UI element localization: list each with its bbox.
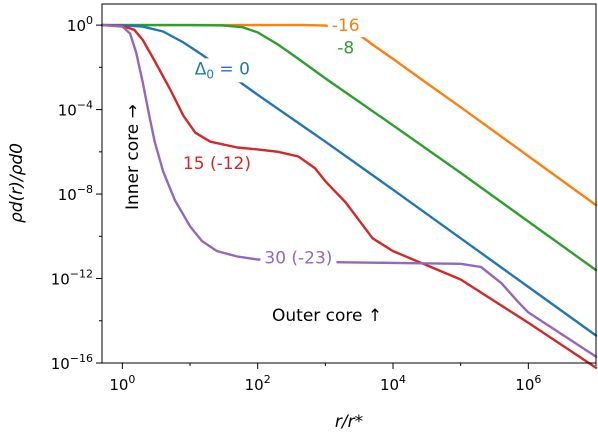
- y-tick-label: 100: [67, 14, 93, 35]
- plot-frame: [101, 3, 597, 364]
- x-tick-label: 106: [515, 373, 541, 394]
- series-line-2: [100, 23, 598, 337]
- series-label-bg-4: [260, 247, 337, 270]
- series-label-2: Δ0 = 0: [195, 59, 250, 81]
- x-tick-label: 100: [109, 373, 135, 394]
- series-label-1: -8: [337, 39, 354, 59]
- y-tick-label: 10−4: [58, 99, 93, 120]
- series-label-bg-1: [333, 37, 359, 60]
- y-tick-label: 10−16: [51, 352, 93, 373]
- series-line-3: [100, 23, 598, 369]
- series-line-1: [100, 23, 598, 272]
- series-label-4: 30 (-23): [264, 248, 332, 268]
- inner-core-annotation: Inner core →: [123, 104, 143, 210]
- y-tick-label: 10−12: [51, 268, 93, 289]
- series-label-bg-0: [327, 15, 364, 38]
- series-label-3: 15 (-12): [183, 154, 251, 174]
- x-axis-label: r/r*: [335, 412, 363, 432]
- y-axis-label: ρd(r)/ρd0: [7, 143, 27, 223]
- tick-layer: 100 102 104 106 100 10−4 10−8 10−12 10−16: [51, 14, 597, 394]
- series-label-0: -16: [332, 16, 360, 36]
- series-label-bg-3: [178, 152, 255, 175]
- outer-core-annotation: Outer core ↑: [272, 306, 382, 326]
- x-tick-label: 102: [245, 373, 271, 394]
- series-label-bg-2: [190, 58, 254, 83]
- series-line-4: [100, 23, 598, 358]
- x-tick-label: 104: [380, 373, 406, 394]
- y-tick-label: 10−8: [58, 183, 93, 204]
- series-label-layer: -16 -8 Δ0 = 0 15 (-12) 30 (-23): [178, 15, 364, 270]
